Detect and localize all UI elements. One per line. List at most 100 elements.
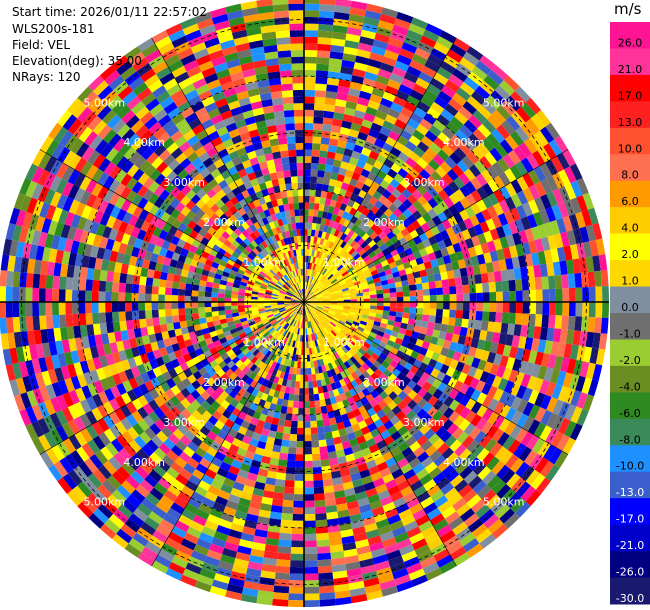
velocity-gate — [518, 255, 527, 268]
velocity-gate — [563, 388, 576, 405]
velocity-gate — [304, 580, 319, 588]
velocity-gate — [361, 233, 370, 242]
velocity-gate — [317, 552, 332, 561]
velocity-gate — [416, 295, 424, 302]
velocity-gate — [327, 256, 333, 264]
velocity-gate — [455, 62, 472, 77]
velocity-gate — [427, 385, 438, 396]
velocity-gate — [392, 395, 403, 406]
velocity-gate — [534, 130, 549, 147]
velocity-gate — [367, 172, 377, 182]
velocity-gate — [317, 299, 324, 302]
velocity-gate — [427, 53, 444, 67]
velocity-gate — [350, 346, 359, 354]
velocity-gate — [531, 226, 541, 241]
velocity-gate — [499, 355, 509, 368]
velocity-gate — [375, 74, 390, 86]
velocity-gate — [318, 17, 334, 26]
velocity-gate — [384, 268, 393, 276]
velocity-gate — [45, 274, 54, 289]
velocity-gate — [316, 295, 324, 299]
velocity-gate — [346, 411, 356, 420]
velocity-gate — [316, 316, 322, 323]
velocity-gate — [370, 223, 380, 232]
velocity-gate — [333, 186, 341, 195]
velocity-gate — [39, 315, 47, 330]
velocity-gate — [315, 189, 322, 198]
velocity-gate — [391, 468, 404, 480]
velocity-gate — [528, 389, 540, 405]
velocity-gate — [423, 302, 430, 309]
velocity-gate — [370, 372, 380, 381]
velocity-gate — [427, 274, 435, 283]
velocity-gate — [390, 347, 399, 356]
velocity-gate — [396, 302, 404, 308]
velocity-gate — [373, 320, 381, 327]
velocity-gate — [437, 381, 448, 393]
velocity-gate — [429, 142, 442, 155]
velocity-gate — [290, 420, 298, 428]
velocity-gate — [355, 103, 368, 113]
velocity-gate — [401, 514, 416, 527]
velocity-gate — [448, 317, 456, 326]
velocity-gate — [390, 30, 407, 43]
velocity-gate — [322, 293, 330, 297]
velocity-gate — [582, 346, 593, 363]
velocity-gate — [338, 188, 347, 197]
velocity-gate — [391, 124, 404, 136]
velocity-gate — [483, 361, 494, 374]
velocity-gate — [383, 302, 391, 307]
velocity-gate — [295, 374, 301, 382]
velocity-gate — [401, 218, 412, 228]
velocity-gate — [479, 508, 495, 524]
velocity-gate — [319, 592, 336, 600]
velocity-gate — [343, 344, 351, 352]
velocity-gate — [323, 204, 330, 213]
velocity-gate — [531, 363, 541, 378]
velocity-gate — [463, 137, 477, 152]
velocity-gate — [373, 175, 384, 186]
velocity-gate — [453, 325, 462, 336]
velocity-gate — [376, 345, 385, 353]
velocity-gate — [335, 289, 343, 294]
velocity-gate — [438, 264, 447, 274]
velocity-gate — [585, 224, 596, 242]
velocity-gate — [470, 255, 480, 267]
velocity-gate — [546, 262, 555, 277]
velocity-gate — [360, 29, 377, 40]
velocity-gate — [410, 350, 420, 360]
velocity-gate — [592, 332, 601, 349]
velocity-gate — [399, 415, 411, 426]
velocity-gate — [421, 282, 430, 290]
velocity-gate — [343, 361, 351, 369]
velocity-gate — [470, 202, 482, 215]
velocity-gate — [439, 430, 452, 443]
velocity-gate — [379, 322, 388, 329]
velocity-gate — [556, 152, 570, 170]
velocity-gate — [338, 266, 346, 273]
velocity-gate — [321, 211, 329, 219]
velocity-gate — [432, 204, 444, 216]
velocity-gate — [400, 463, 413, 475]
velocity-gate — [309, 294, 316, 299]
velocity-gate — [287, 400, 294, 408]
velocity-gate — [570, 180, 583, 198]
velocity-gate — [314, 325, 320, 333]
velocity-gate — [415, 468, 429, 480]
velocity-gate — [520, 324, 529, 338]
velocity-gate — [370, 45, 386, 57]
velocity-gate — [363, 328, 371, 336]
velocity-gate — [304, 103, 315, 110]
velocity-gate — [467, 518, 484, 533]
velocity-gate — [395, 502, 410, 514]
velocity-gate — [99, 269, 108, 282]
velocity-gate — [563, 343, 573, 359]
velocity-gate — [546, 327, 555, 342]
velocity-gate — [389, 178, 400, 189]
velocity-gate — [422, 191, 433, 202]
velocity-gate — [404, 173, 415, 184]
velocity-gate — [370, 255, 379, 263]
velocity-gate — [332, 344, 340, 353]
velocity-gate — [383, 420, 394, 430]
velocity-gate — [565, 329, 575, 345]
